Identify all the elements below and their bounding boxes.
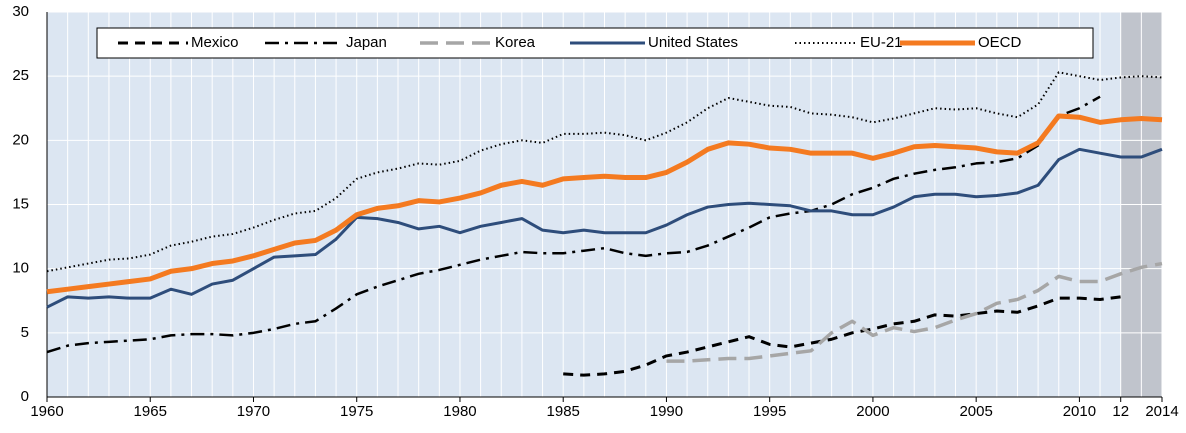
x-tick-label: 12 (1112, 403, 1129, 420)
x-tick-label: 1965 (134, 403, 167, 420)
x-tick-label: 2010 (1063, 403, 1096, 420)
legend-label: Korea (495, 34, 536, 51)
x-tick-label: 1975 (340, 403, 373, 420)
x-tick-label: 2000 (856, 403, 889, 420)
x-tick-label: 1980 (443, 403, 476, 420)
series-line (666, 261, 1163, 363)
series-line (46, 113, 1163, 295)
x-tick-label: 1990 (650, 403, 683, 420)
x-tick-label: 1985 (547, 403, 580, 420)
legend-label: EU-21 (860, 34, 903, 51)
y-tick-label: 15 (12, 195, 29, 212)
series-line (46, 71, 1163, 273)
x-tick-label: 1970 (237, 403, 270, 420)
legend-label: United States (648, 34, 738, 51)
series-line (46, 147, 1163, 309)
x-tick-label: 2005 (959, 403, 992, 420)
legend-label: Japan (346, 34, 387, 51)
y-tick-label: 25 (12, 67, 29, 84)
series-line (563, 295, 1121, 377)
legend-label: OECD (978, 34, 1022, 51)
y-tick-label: 30 (12, 3, 29, 20)
x-tick-label: 2014 (1145, 403, 1178, 420)
x-tick-label: 1960 (30, 403, 63, 420)
y-tick-label: 20 (12, 131, 29, 148)
y-tick-label: 0 (21, 388, 29, 405)
x-tick-label: 1995 (753, 403, 786, 420)
legend-label: Mexico (191, 34, 239, 51)
y-tick-label: 5 (21, 324, 29, 341)
series-line (46, 95, 1101, 354)
y-tick-label: 10 (12, 260, 29, 277)
